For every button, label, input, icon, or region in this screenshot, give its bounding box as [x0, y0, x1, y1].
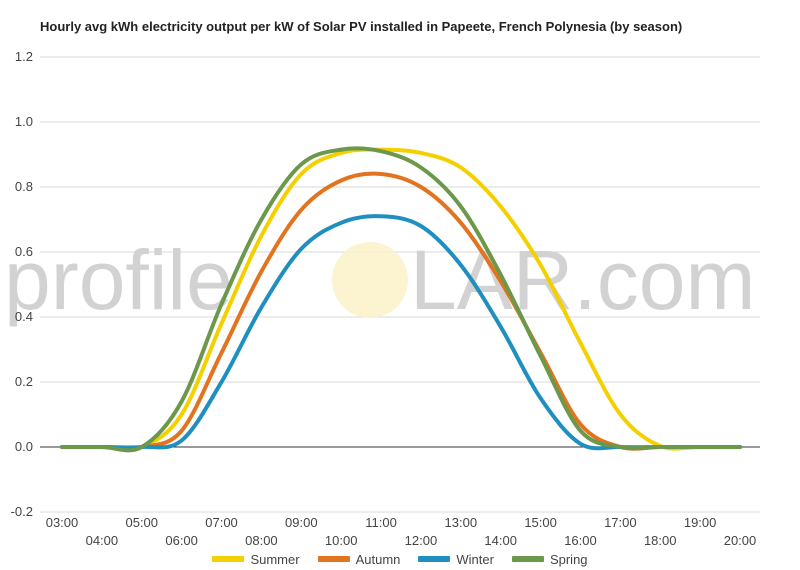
x-tick-label: 20:00 [724, 533, 757, 548]
x-tick-label: 05:00 [125, 515, 158, 530]
y-tick-label: 0.2 [15, 374, 33, 389]
y-axis-ticks: -0.2 0.0 0.2 0.4 0.6 0.8 1.0 1.2 [11, 49, 33, 519]
x-tick-label: 08:00 [245, 533, 278, 548]
y-tick-label: 0.8 [15, 179, 33, 194]
x-tick-label: 13:00 [445, 515, 478, 530]
x-tick-label: 12:00 [405, 533, 438, 548]
legend-item-spring[interactable]: Spring [511, 551, 588, 567]
x-tick-label: 17:00 [604, 515, 637, 530]
watermark-sun-icon [332, 242, 408, 318]
x-tick-label: 18:00 [644, 533, 677, 548]
series-lines [60, 146, 742, 453]
legend-item-summer[interactable]: Summer [212, 551, 300, 567]
chart-title: Hourly avg kWh electricity output per kW… [40, 19, 683, 34]
legend-label: Autumn [355, 551, 401, 567]
x-tick-label: 07:00 [205, 515, 238, 530]
y-tick-label: 1.0 [15, 114, 33, 129]
watermark-text-left: profile [4, 233, 233, 327]
y-tick-label: 0.4 [15, 309, 33, 324]
y-tick-label: 0.0 [15, 439, 33, 454]
y-tick-label: 0.6 [15, 244, 33, 259]
x-tick-label: 03:00 [46, 515, 79, 530]
y-tick-label: 1.2 [15, 49, 33, 64]
grid-lines [40, 56, 760, 513]
series-line-spring [60, 146, 742, 453]
legend-swatch [511, 556, 544, 562]
x-tick-label: 04:00 [86, 533, 119, 548]
watermark-text-right: LAR.com [410, 233, 755, 327]
x-tick-label: 06:00 [165, 533, 198, 548]
y-tick-label: -0.2 [11, 504, 33, 519]
legend-item-winter[interactable]: Winter [418, 552, 494, 567]
legend-swatch [212, 556, 245, 562]
x-tick-label: 14:00 [484, 533, 517, 548]
x-tick-label: 19:00 [684, 515, 717, 530]
x-tick-label: 15:00 [524, 515, 557, 530]
legend: Summer Autumn Winter Spring [0, 549, 800, 569]
legend-swatch [418, 556, 451, 562]
legend-swatch [317, 556, 350, 562]
x-tick-label: 11:00 [365, 515, 397, 530]
watermark: profile LAR.com [4, 233, 755, 327]
x-axis-ticks: 03:00 04:00 05:00 06:00 07:00 08:00 09:00 10:00… [46, 515, 757, 548]
legend-label: Summer [250, 551, 300, 567]
series-line-summer [60, 147, 742, 452]
x-tick-label: 10:00 [325, 533, 358, 548]
legend-item-autumn[interactable]: Autumn [317, 551, 401, 567]
x-tick-label: 16:00 [564, 533, 597, 548]
legend-label: Spring [549, 551, 588, 567]
x-tick-label: 09:00 [285, 515, 318, 530]
legend-label: Winter [456, 551, 494, 567]
